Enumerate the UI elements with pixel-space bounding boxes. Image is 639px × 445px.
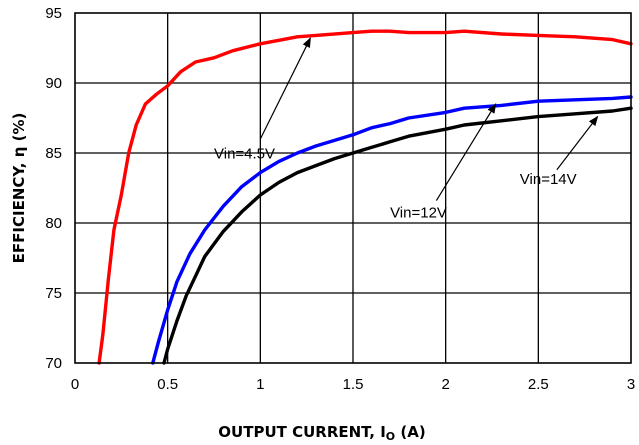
x-tick-label: 2.5 xyxy=(528,376,549,393)
x-tick-label: 2 xyxy=(441,376,449,393)
annotation-label-1: Vin=4.5V xyxy=(214,146,275,163)
y-tick-label: 80 xyxy=(45,215,62,232)
series-line-1 xyxy=(97,29,633,365)
x-tick-label: 1 xyxy=(256,376,264,393)
tick-labels: 0 0.5 1 1.5 2 2.5 3 70 75 80 85 90 95 xyxy=(45,5,635,393)
y-axis-title: EFFICIENCY, η (%) xyxy=(10,113,28,264)
y-tick-label: 95 xyxy=(45,5,62,22)
y-tick-label: 85 xyxy=(45,145,62,162)
x-axis-title-subscript: O xyxy=(386,430,395,443)
annotation-arrow-2 xyxy=(435,103,497,201)
plot-border xyxy=(74,12,632,364)
y-tick-label: 90 xyxy=(45,75,62,92)
x-tick-label: 1.5 xyxy=(343,376,364,393)
x-tick-label: 0.5 xyxy=(157,376,178,393)
y-tick-label: 75 xyxy=(45,285,62,302)
series-line-2 xyxy=(151,95,633,365)
y-tick-label: 70 xyxy=(45,355,62,372)
x-axis-title-unit: (A) xyxy=(395,423,426,441)
annotations: Vin=4.5V Vin=12V Vin=14V xyxy=(214,37,599,221)
grid xyxy=(75,13,631,363)
x-axis-title-main: OUTPUT CURRENT, I xyxy=(218,423,385,441)
x-tick-label: 3 xyxy=(627,376,635,393)
plot-frame xyxy=(74,12,632,364)
annotation-arrow-3 xyxy=(556,115,599,171)
x-tick-label: 0 xyxy=(71,376,79,393)
series-lines xyxy=(97,29,633,365)
x-axis-title: OUTPUT CURRENT, IO (A) xyxy=(218,423,425,443)
annotation-label-2: Vin=12V xyxy=(390,204,447,221)
annotation-arrow-1 xyxy=(259,37,311,140)
series-line-3 xyxy=(162,106,633,365)
annotation-label-3: Vin=14V xyxy=(520,171,577,188)
